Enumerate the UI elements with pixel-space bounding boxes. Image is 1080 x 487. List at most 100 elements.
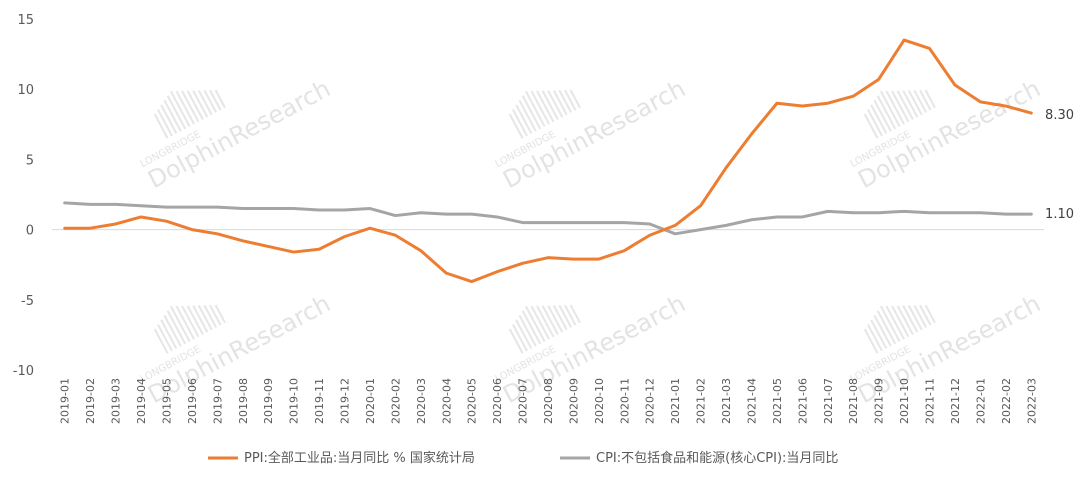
x-tick-label: 2020-12 bbox=[644, 378, 657, 424]
watermark-mark bbox=[569, 89, 581, 109]
watermark-mark bbox=[885, 305, 905, 340]
watermark-mark bbox=[209, 89, 222, 111]
watermark-mark bbox=[867, 108, 883, 137]
x-tick-label: 2020-05 bbox=[466, 378, 479, 424]
watermark-mark bbox=[541, 90, 559, 120]
watermark-mark bbox=[518, 314, 537, 347]
watermark-mark bbox=[902, 90, 919, 118]
y-tick-label: -5 bbox=[21, 294, 34, 309]
watermark-mark bbox=[515, 104, 533, 135]
watermark-mark bbox=[163, 99, 182, 132]
watermark-mark bbox=[157, 323, 173, 352]
watermark-mark bbox=[166, 310, 187, 345]
watermark-mark bbox=[863, 328, 879, 354]
x-tick-label: 2021-07 bbox=[822, 378, 835, 424]
watermark-mark bbox=[197, 305, 213, 331]
watermark-mark bbox=[524, 305, 546, 343]
watermark-mark bbox=[197, 90, 213, 116]
x-tick-label: 2020-02 bbox=[389, 378, 402, 424]
y-tick-label: 10 bbox=[17, 83, 34, 98]
watermark-mark bbox=[552, 305, 568, 331]
watermark-mark bbox=[157, 108, 173, 137]
watermark-mark bbox=[530, 305, 550, 340]
x-tick-label: 2019-06 bbox=[186, 378, 199, 424]
x-tick-label: 2021-10 bbox=[898, 378, 911, 424]
x-tick-label: 2019-11 bbox=[313, 378, 326, 424]
watermark-mark bbox=[913, 89, 928, 113]
watermark-mark bbox=[564, 89, 577, 111]
watermark-mark bbox=[896, 305, 914, 335]
watermark-mark bbox=[181, 305, 200, 338]
x-tick-label: 2019-10 bbox=[288, 378, 301, 424]
watermark-mark bbox=[876, 310, 897, 345]
watermark-mark bbox=[153, 113, 169, 139]
watermark-mark bbox=[192, 90, 209, 118]
watermark-mark bbox=[552, 90, 568, 116]
watermark-mark bbox=[530, 90, 550, 125]
y-tick-label: 15 bbox=[17, 13, 34, 28]
watermark-mark bbox=[169, 90, 191, 128]
watermark-mark bbox=[558, 304, 573, 328]
x-tick-label: 2019-09 bbox=[262, 378, 275, 424]
watermark-mark bbox=[512, 108, 528, 137]
watermark-mark bbox=[891, 90, 910, 123]
x-tick-label: 2021-11 bbox=[924, 378, 937, 424]
watermark-mark bbox=[508, 113, 524, 139]
x-tick-label: 2021-03 bbox=[720, 378, 733, 424]
watermark-mark bbox=[891, 305, 910, 338]
x-tick-label: 2020-11 bbox=[618, 378, 631, 424]
x-tick-label: 2020-06 bbox=[491, 378, 504, 424]
legend-label: CPI:不包括食品和能源(核心CPI):当月同比 bbox=[596, 450, 838, 466]
legend: PPI:全部工业品:当月同比 % 国家统计局 CPI:不包括食品和能源(核心CPI… bbox=[208, 450, 838, 466]
ppi-end-label: 8.30 bbox=[1045, 108, 1074, 123]
x-tick-label: 2019-01 bbox=[59, 378, 72, 424]
x-tick-label: 2021-04 bbox=[745, 378, 758, 424]
watermark-mark bbox=[160, 319, 178, 350]
x-tick-label: 2020-08 bbox=[542, 378, 555, 424]
watermark-mark bbox=[876, 95, 897, 130]
watermark-mark bbox=[166, 95, 187, 130]
watermark-mark bbox=[512, 323, 528, 352]
watermark-mark bbox=[569, 304, 581, 324]
watermark-mark bbox=[169, 305, 191, 343]
watermark-mark bbox=[536, 305, 555, 338]
x-tick-label: 2019-12 bbox=[339, 378, 352, 424]
y-tick-label: 0 bbox=[26, 224, 34, 239]
watermark-mark bbox=[558, 89, 573, 113]
watermark-mark bbox=[175, 305, 195, 340]
watermark-mark bbox=[536, 90, 555, 123]
x-tick-label: 2019-04 bbox=[135, 378, 148, 424]
x-tick-label: 2022-01 bbox=[974, 378, 987, 424]
legend-item-ppi: PPI:全部工业品:当月同比 % 国家统计局 bbox=[208, 450, 475, 466]
x-tick-label: 2020-04 bbox=[440, 378, 453, 424]
watermark-mark bbox=[160, 104, 178, 135]
watermark-mark bbox=[907, 90, 923, 116]
x-tick-label: 2020-09 bbox=[567, 378, 580, 424]
watermark-mark bbox=[870, 104, 888, 135]
x-tick-label: 2021-08 bbox=[847, 378, 860, 424]
x-tick-label: 2019-05 bbox=[160, 378, 173, 424]
x-tick-label: 2019-03 bbox=[110, 378, 123, 424]
x-tick-label: 2019-07 bbox=[211, 378, 224, 424]
watermark-mark bbox=[863, 113, 879, 139]
watermark-mark bbox=[541, 305, 559, 335]
x-tick-label: 2019-02 bbox=[84, 378, 97, 424]
watermark-mark bbox=[919, 89, 932, 111]
watermark-mark bbox=[524, 90, 546, 128]
watermark-mark bbox=[203, 89, 218, 113]
watermark-mark bbox=[873, 99, 892, 132]
x-tick-label: 2021-12 bbox=[949, 378, 962, 424]
watermark-mark bbox=[508, 328, 524, 354]
watermark-mark bbox=[186, 305, 204, 335]
watermark-mark bbox=[163, 314, 182, 347]
x-tick-label: 2020-10 bbox=[593, 378, 606, 424]
watermark-mark bbox=[867, 323, 883, 352]
end-labels-layer: 8.30 1.10 bbox=[1045, 108, 1074, 222]
y-tick-label: -10 bbox=[13, 364, 34, 379]
watermark-mark bbox=[192, 305, 209, 333]
